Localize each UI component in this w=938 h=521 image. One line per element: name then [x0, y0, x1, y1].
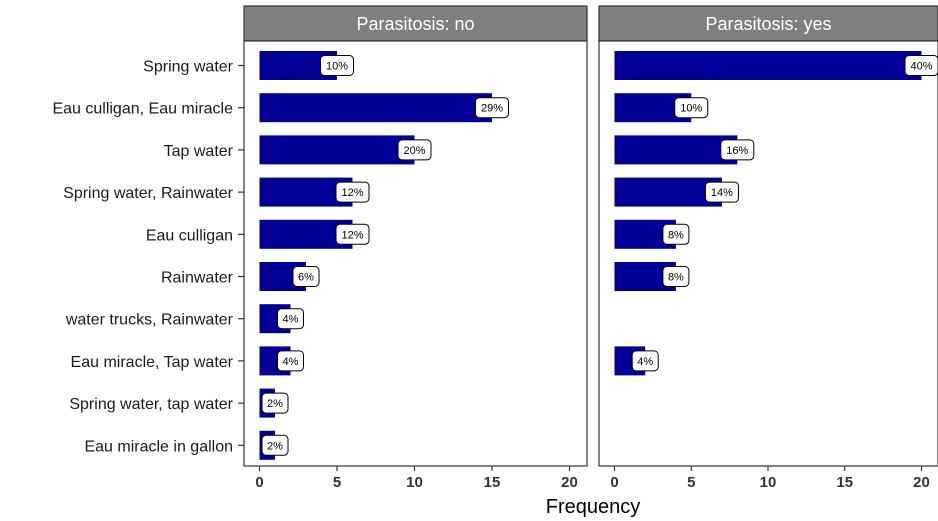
data-label-box — [335, 223, 370, 245]
data-label: 8% — [668, 272, 684, 284]
x-tick-label: 10 — [406, 474, 423, 491]
x-tick-label: 15 — [836, 474, 853, 491]
data-label: 20% — [403, 145, 425, 157]
data-label-box — [674, 97, 709, 119]
x-tick-label: 0 — [610, 474, 618, 491]
data-label-box — [335, 181, 370, 203]
bar — [614, 177, 722, 207]
data-label-box — [261, 392, 289, 414]
category-axis: Spring water Eau culligan, Eau miracle Tap… — [52, 59, 244, 455]
facet-strip — [598, 5, 938, 42]
category-label: Eau miracle in gallon — [84, 438, 233, 455]
data-label-box — [720, 139, 755, 161]
data-label-box — [277, 350, 304, 372]
data-label: 2% — [267, 398, 283, 410]
panels: Parasitosis: no 10% 29% 20% 12% 12% 6% 4% 4% 2% 2%… — [243, 5, 938, 491]
panel-content: 10% 29% 20% 12% 12% 6% 4% 4% 2% 2% — [259, 51, 509, 460]
facet-title: Parasitosis: yes — [705, 14, 831, 34]
data-label: 2% — [267, 440, 283, 452]
data-label-box — [475, 97, 509, 119]
category-label: Rainwater — [161, 270, 234, 287]
x-tick-label: 20 — [913, 474, 930, 491]
x-tick-label: 20 — [561, 474, 578, 491]
bar — [614, 51, 922, 80]
data-label-box — [662, 266, 690, 287]
category-label: Spring water — [143, 59, 233, 76]
x-tick-label: 5 — [333, 474, 341, 491]
x-tick-label: 10 — [760, 474, 777, 491]
data-label-box — [261, 434, 289, 456]
data-label: 6% — [298, 272, 314, 284]
bar — [259, 135, 415, 165]
data-label: 8% — [668, 229, 684, 241]
x-tick-label: 0 — [255, 474, 263, 491]
facet-title: Parasitosis: no — [356, 14, 474, 34]
data-label-box — [320, 55, 354, 76]
bar — [614, 135, 738, 165]
data-label: 4% — [637, 356, 653, 368]
category-label: water trucks, Rainwater — [65, 312, 234, 329]
category-label: Eau culligan, Eau miracle — [52, 101, 233, 118]
data-label: 4% — [283, 314, 299, 326]
x-axis-title: Frequency — [546, 496, 641, 518]
category-label: Spring water, Rainwater — [63, 185, 234, 202]
data-label-box — [704, 181, 739, 203]
x-tick-label: 5 — [687, 474, 695, 491]
category-label: Tap water — [164, 143, 234, 160]
data-label: 29% — [481, 103, 503, 115]
data-label: 4% — [283, 356, 299, 368]
data-label: 12% — [341, 229, 363, 241]
facet-panel: Parasitosis: yes 40% 10% 16% 14% 8% 8% 4% 0 5 10 15… — [598, 5, 938, 491]
category-label: Spring water, tap water — [69, 396, 233, 413]
data-label-box — [904, 55, 938, 76]
data-label: 14% — [711, 187, 733, 199]
category-label: Eau culligan — [146, 227, 233, 244]
data-label-box — [292, 266, 320, 287]
category-label: Eau miracle, Tap water — [71, 354, 234, 371]
data-label-box — [631, 350, 659, 372]
data-label: 40% — [910, 61, 932, 73]
facet-panel: Parasitosis: no 10% 29% 20% 12% 12% 6% 4% 4% 2% 2%… — [243, 5, 588, 491]
data-label: 16% — [726, 145, 748, 157]
data-label: 12% — [341, 187, 363, 199]
data-label: 10% — [680, 103, 702, 115]
facet-strip — [243, 5, 588, 42]
panel-content: 40% 10% 16% 14% 8% 8% 4% — [614, 51, 938, 376]
x-tick-label: 15 — [484, 474, 501, 491]
data-label: 10% — [326, 61, 348, 73]
data-label-box — [277, 308, 304, 330]
bar — [259, 93, 492, 123]
data-label-box — [397, 139, 432, 161]
data-label-box — [662, 223, 690, 245]
